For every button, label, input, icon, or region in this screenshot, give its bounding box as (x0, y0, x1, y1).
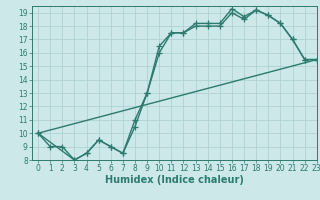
X-axis label: Humidex (Indice chaleur): Humidex (Indice chaleur) (105, 175, 244, 185)
